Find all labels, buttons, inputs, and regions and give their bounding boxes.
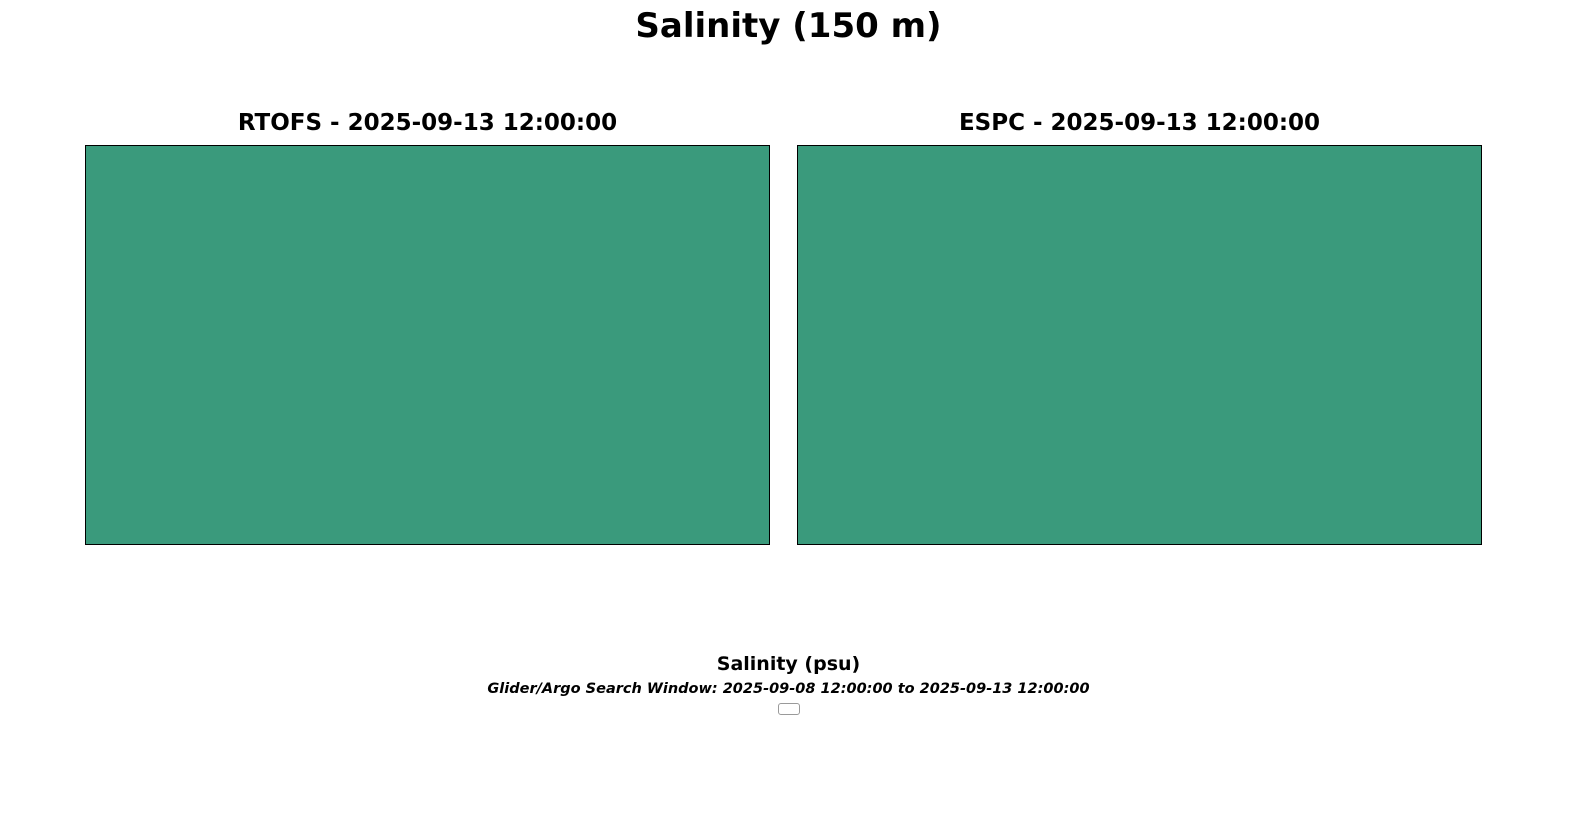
colorbar [118,594,1459,624]
map-rtofs [85,145,770,545]
legend [777,703,800,715]
panel-title-espc: ESPC - 2025-09-13 12:00:00 [958,110,1321,136]
map-espc [797,145,1482,545]
figure-title: Salinity (150 m) [635,6,942,46]
search-window-note: Glider/Argo Search Window: 2025-09-08 12… [487,681,1090,697]
panel-title-rtofs: RTOFS - 2025-09-13 12:00:00 [237,110,618,136]
colorbar-label: Salinity (psu) [716,653,861,675]
